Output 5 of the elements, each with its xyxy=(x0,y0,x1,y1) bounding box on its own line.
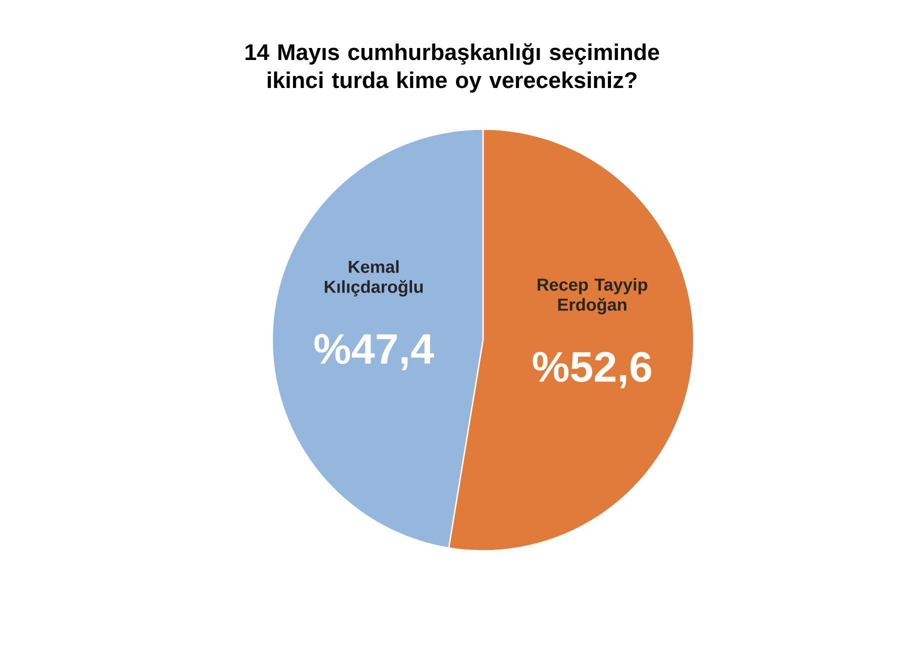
data-label: %47,4 xyxy=(314,334,434,370)
slice-label: Recep Tayyip Erdoğan xyxy=(538,278,648,314)
chart-title: 14 Mayıs cumhurbaşkanlığı seçiminde ikinci turda kime oy vereceksiniz? xyxy=(246,43,660,93)
slice-label: Kemal Kılıçdaroğlu xyxy=(324,260,423,296)
data-label: %52,6 xyxy=(532,352,652,388)
